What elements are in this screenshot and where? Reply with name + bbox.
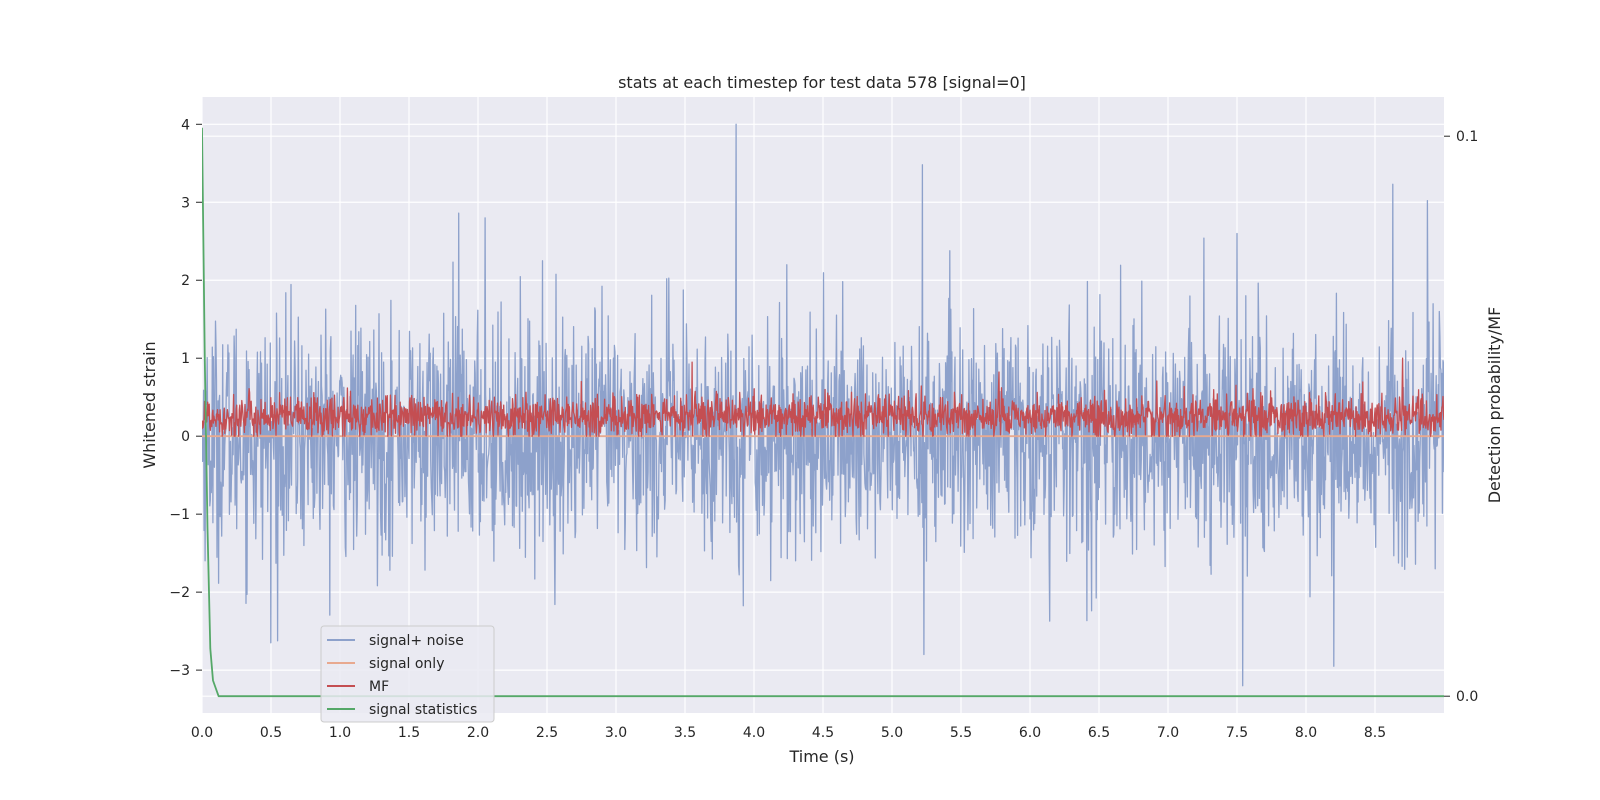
y-tick-label: −3 (169, 663, 190, 679)
y2-tick-label: 0.0 (1456, 689, 1478, 705)
y-axis-label: Whitened strain (140, 341, 159, 468)
x-tick-label: 0.0 (191, 725, 213, 741)
y-tick-label: 4 (181, 117, 190, 133)
x-tick-label: 1.0 (329, 725, 351, 741)
x-tick-label: 7.5 (1226, 725, 1248, 741)
y-axis-ticks: −3 −2 −1 0 1 2 3 4 (169, 117, 202, 679)
x-tick-label: 2.5 (536, 725, 558, 741)
x-tick-label: 4.0 (743, 725, 765, 741)
x-tick-label: 7.0 (1157, 725, 1179, 741)
y-tick-label: 1 (181, 351, 190, 367)
x-axis-ticks: 0.0 0.5 1.0 1.5 2.0 2.5 3.0 3.5 4.0 4.5 5.0 5.5 6.0 6… (191, 725, 1386, 741)
chart-title: stats at each timestep for test data 578… (618, 73, 1026, 92)
legend-label: signal only (369, 656, 444, 672)
x-axis-label: Time (s) (788, 747, 854, 766)
x-tick-label: 3.0 (605, 725, 627, 741)
y-tick-label: 0 (181, 429, 190, 445)
legend-label: signal statistics (369, 702, 477, 718)
y2-axis-ticks: 0.0 0.1 (1444, 129, 1478, 705)
x-tick-label: 6.0 (1019, 725, 1041, 741)
legend-box (320, 625, 495, 723)
x-tick-label: 2.0 (467, 725, 489, 741)
y-tick-label: −1 (169, 507, 190, 523)
x-tick-label: 5.0 (881, 725, 903, 741)
y-tick-label: 2 (181, 273, 190, 289)
x-tick-label: 8.5 (1364, 725, 1386, 741)
y2-axis-label: Detection probability/MF (1485, 307, 1504, 504)
legend-label: signal+ noise (369, 633, 464, 649)
x-tick-label: 1.5 (398, 725, 420, 741)
y-tick-label: 3 (181, 195, 190, 211)
x-tick-label: 5.5 (950, 725, 972, 741)
series-line-3 (202, 357, 1444, 437)
x-tick-label: 4.5 (812, 725, 834, 741)
series-line-4 (202, 127, 1444, 698)
series-layer (202, 123, 1444, 698)
x-tick-label: 3.5 (674, 725, 696, 741)
legend-label: MF (369, 679, 389, 695)
x-tick-label: 6.5 (1088, 725, 1110, 741)
x-tick-label: 8.0 (1295, 725, 1317, 741)
legend: signal+ noise signal only MF signal statist… (320, 625, 495, 723)
y2-tick-label: 0.1 (1456, 129, 1478, 145)
x-tick-label: 0.5 (260, 725, 282, 741)
y-tick-label: −2 (169, 585, 190, 601)
series-line-1 (202, 123, 1444, 687)
